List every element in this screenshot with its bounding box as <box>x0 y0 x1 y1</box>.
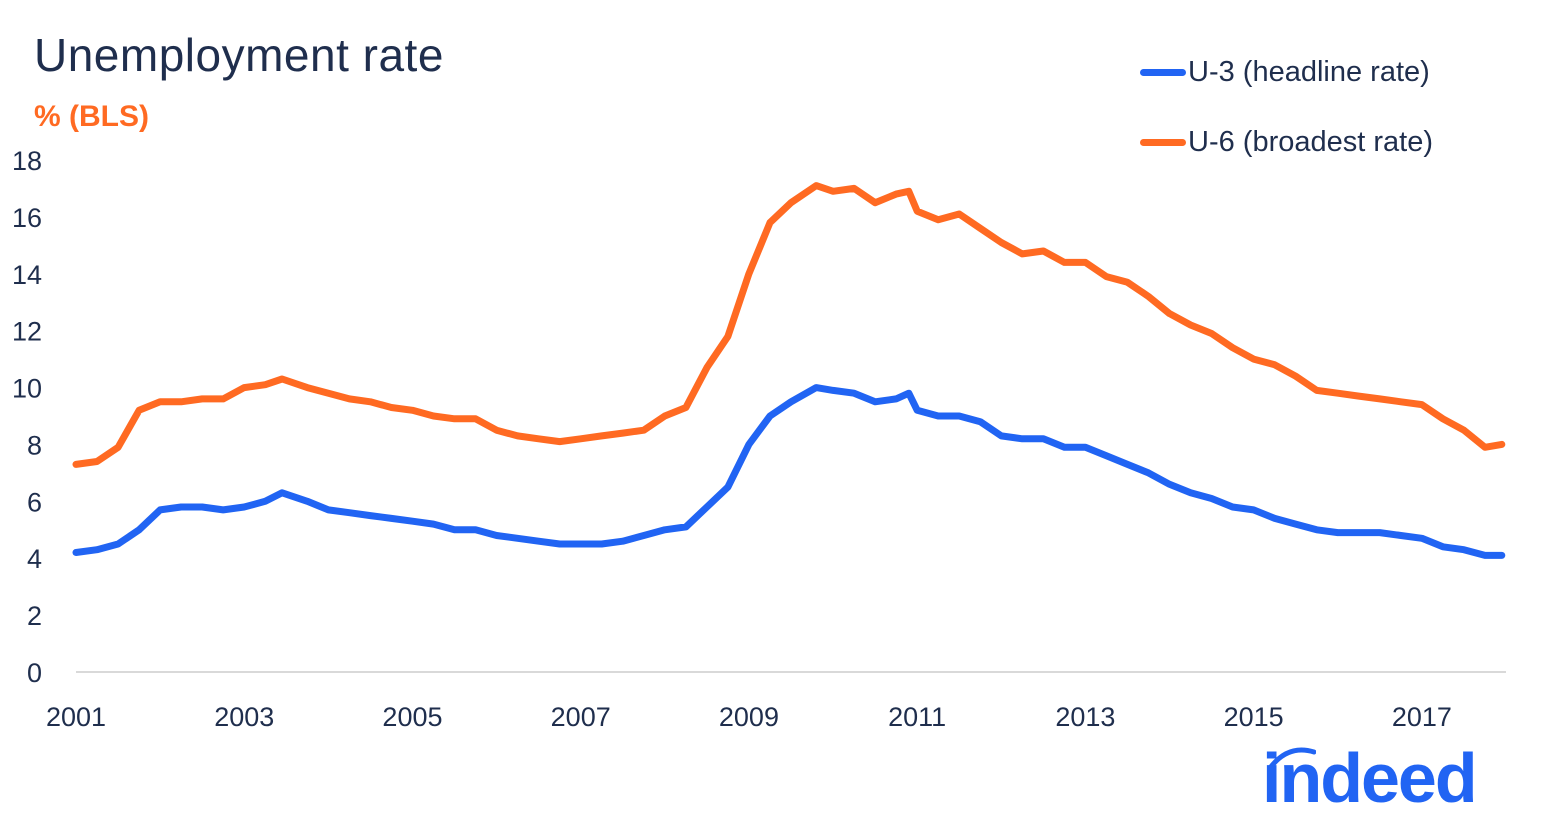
indeed-logo-arc <box>1267 747 1316 770</box>
legend-swatch-u6 <box>1140 139 1186 146</box>
y-tick-label: 2 <box>27 601 42 631</box>
x-tick-label: 2007 <box>551 702 611 732</box>
y-tick-label: 12 <box>12 317 42 347</box>
series-lines <box>72 182 1506 559</box>
x-tick-label: 2003 <box>214 702 274 732</box>
y-tick-label: 10 <box>12 374 42 404</box>
y-tick-label: 8 <box>27 430 42 460</box>
legend-swatch-u3 <box>1140 69 1186 76</box>
y-tick-label: 4 <box>27 544 42 574</box>
legend-item-u3: U-3 (headline rate) <box>1140 56 1430 89</box>
x-axis-ticks: 2001 2003 2005 2007 2009 2011 2013 2015 2017 <box>46 702 1452 732</box>
y-tick-label: 14 <box>12 260 42 290</box>
y-tick-label: 6 <box>27 487 42 517</box>
series-line-u6 <box>72 182 1506 468</box>
legend-label-u6: U-6 (broadest rate) <box>1188 126 1433 158</box>
x-tick-label: 2015 <box>1224 702 1284 732</box>
y-axis-unit-label: % (BLS) <box>34 100 149 133</box>
y-tick-label: 0 <box>27 658 42 688</box>
y-tick-label: 16 <box>12 203 42 233</box>
legend-item-u6: U-6 (broadest rate) <box>1140 126 1433 159</box>
x-tick-label: 2001 <box>46 702 106 732</box>
indeed-logo: indeed <box>1262 739 1478 817</box>
x-tick-label: 2017 <box>1392 702 1452 732</box>
y-tick-label: 18 <box>12 146 42 176</box>
chart-title: Unemployment rate <box>34 29 444 81</box>
x-tick-label: 2009 <box>719 702 779 732</box>
x-tick-label: 2005 <box>382 702 442 732</box>
x-tick-label: 2013 <box>1055 702 1115 732</box>
x-tick-label: 2011 <box>888 702 946 732</box>
y-axis-ticks: 0 2 4 6 8 10 12 14 16 18 <box>12 146 42 688</box>
legend-label-u3: U-3 (headline rate) <box>1188 56 1430 88</box>
series-line-u3 <box>72 384 1506 559</box>
